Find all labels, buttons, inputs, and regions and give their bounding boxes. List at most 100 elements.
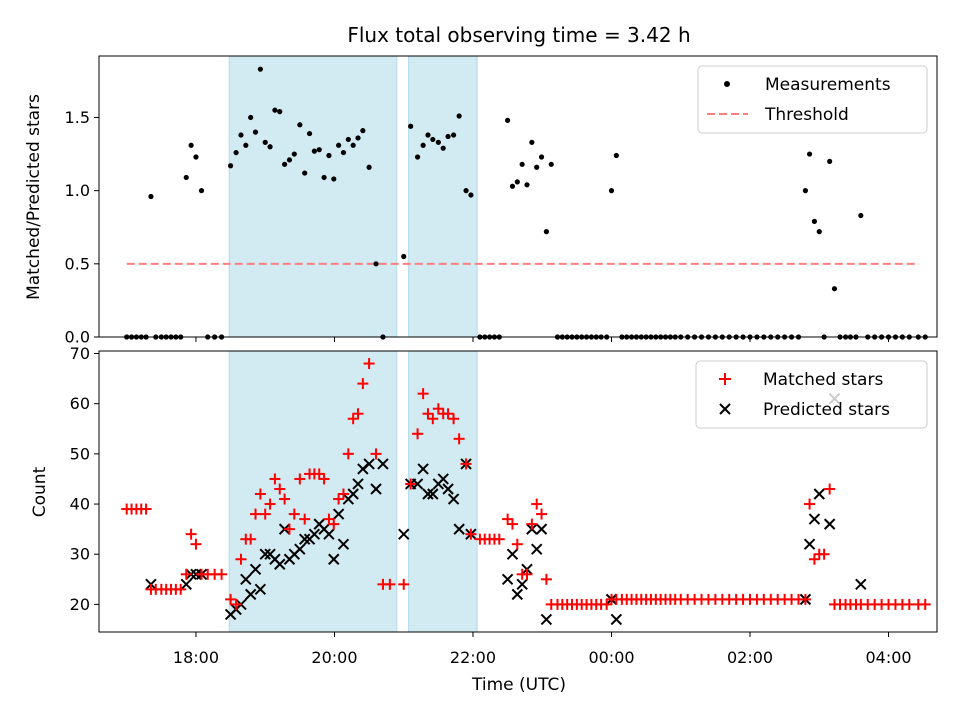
matched-point (299, 513, 311, 525)
predicted-point (540, 613, 553, 626)
matched-point (357, 378, 369, 390)
measurement-point (534, 164, 540, 170)
top-x-ticks (195, 337, 890, 342)
legend-predicted-marker (719, 403, 731, 415)
predicted-point (417, 463, 429, 475)
matched-point (250, 508, 262, 520)
bottom-shaded-intervals (228, 350, 478, 633)
matched-point (235, 553, 247, 565)
matched-point (531, 498, 543, 510)
legend-matched-label: Matched stars (763, 370, 883, 390)
predicted-point (447, 493, 460, 505)
matched-point (540, 573, 552, 585)
measurement-point (350, 142, 356, 148)
measurement-point (331, 176, 337, 182)
shaded-interval-1 (228, 350, 398, 633)
matched-point (175, 583, 187, 595)
measurement-point (524, 182, 530, 188)
predicted-point (244, 588, 257, 601)
matched-point (502, 513, 514, 525)
shaded-interval-2 (408, 350, 478, 633)
bottom-y-ticks: 20 30 40 50 60 70 (70, 344, 99, 614)
predicted-point (352, 478, 364, 490)
measurement-point (414, 154, 421, 160)
measurement-point (445, 133, 451, 140)
predicted-point (530, 543, 543, 555)
top-y-ticks: 0.0 0.5 1.0 1.5 (65, 108, 99, 347)
y-tick-label: 1.0 (65, 181, 90, 200)
y-tick-label: 0.5 (65, 254, 90, 273)
predicted-point (332, 508, 345, 520)
measurement-point (430, 136, 436, 143)
bottom-legend: Matched stars Predicted stars (695, 360, 928, 429)
measurement-point (272, 107, 278, 113)
matched-point (254, 488, 266, 500)
y-tick-label: 50 (70, 444, 90, 463)
predicted-point (813, 488, 825, 500)
measurement-point (425, 132, 431, 138)
matched-point (352, 408, 364, 420)
matched-point (453, 433, 465, 445)
measurement-point (858, 212, 864, 219)
predicted-point (298, 533, 311, 545)
measurement-point (366, 164, 372, 170)
measurement-point (505, 117, 511, 123)
matched-point (347, 413, 359, 425)
matched-point (384, 578, 396, 590)
predicted-point (337, 538, 350, 550)
measurement-point (282, 161, 288, 167)
measurement-point (321, 174, 327, 181)
matched-point (511, 538, 523, 550)
matched-point (313, 468, 325, 480)
measurement-point (450, 132, 457, 138)
measurement-point (548, 161, 554, 167)
measurement-point (198, 188, 205, 194)
measurement-point (538, 154, 545, 160)
matched-point (370, 448, 382, 460)
predicted-point (249, 563, 262, 575)
x-tick-label: 22:00 (450, 648, 496, 667)
matched-point (333, 493, 345, 505)
top-panel: 0.0 0.5 1.0 1.5 Matched/Predicted stars Mea… (24, 55, 938, 347)
measurement-point (463, 188, 469, 194)
measurement-point (802, 188, 809, 194)
measurement-point (509, 183, 516, 189)
shaded-interval-1 (228, 55, 398, 338)
measurement-point (238, 132, 244, 138)
matched-point (601, 598, 613, 610)
measurement-point (519, 161, 525, 167)
measurement-point (243, 142, 249, 148)
matched-point (140, 503, 152, 515)
predicted-point (511, 588, 524, 601)
measurement-point (311, 148, 317, 154)
matched-point (245, 533, 257, 545)
predicted-point (610, 613, 623, 626)
measurement-point (262, 139, 268, 145)
legend-predicted-label: Predicted stars (763, 400, 890, 420)
matched-point (808, 553, 820, 565)
y-tick-label: 30 (70, 545, 90, 564)
x-tick-label: 04:00 (865, 648, 911, 667)
legend-threshold-label: Threshold (764, 105, 849, 125)
predicted-point (422, 488, 434, 500)
matched-point (337, 488, 349, 500)
measurement-point (806, 151, 813, 157)
measurement-point (227, 163, 234, 169)
matched-point (526, 518, 538, 530)
matched-point (216, 568, 228, 580)
x-tick-label: 20:00 (311, 648, 357, 667)
measurement-point (291, 151, 297, 157)
matched-point (804, 498, 816, 510)
predicted-point (294, 543, 306, 555)
predicted-point (453, 523, 465, 535)
y-tick-label: 1.5 (65, 108, 90, 127)
measurement-point (811, 218, 818, 224)
matched-point (283, 523, 295, 535)
matched-point (417, 388, 429, 400)
top-legend: Measurements Threshold (697, 65, 928, 134)
measurement-point (326, 152, 332, 159)
predicted-point (377, 458, 389, 470)
measurement-point (816, 229, 822, 235)
matched-point (799, 593, 811, 605)
